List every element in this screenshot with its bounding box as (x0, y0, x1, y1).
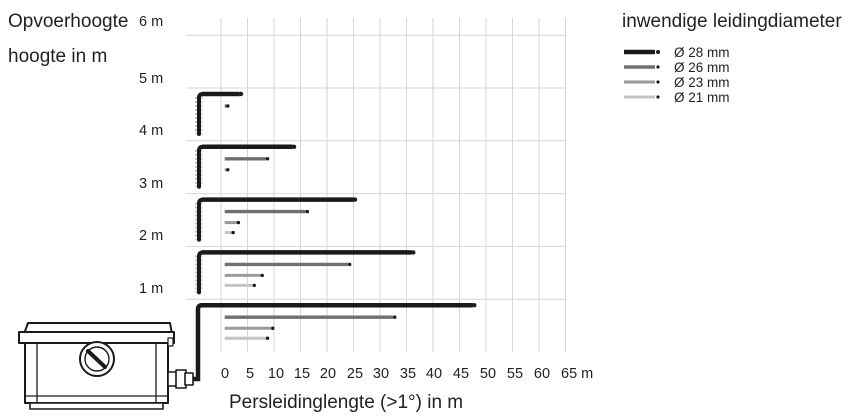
bar-end-dot (265, 157, 270, 161)
x-tick-label: 10 (268, 366, 284, 382)
grid (186, 18, 566, 352)
legend-swatch-dot (656, 80, 660, 84)
bar-end-dot (226, 104, 230, 108)
lifting-station-icon (18, 322, 194, 410)
x-tick-label: 30 (373, 366, 389, 382)
x-tick-labels: 0 5 10 15 20 25 30 35 40 45 50 55 60 65 … (221, 366, 593, 382)
x-axis-title: Persleidinglengte (>1°) in m (229, 392, 463, 413)
bar-end-dot (236, 220, 241, 225)
bar-end-dot (411, 250, 416, 255)
legend-swatch-dot (656, 65, 660, 69)
bar-end-dot (348, 262, 352, 267)
x-tick-label: 25 (347, 366, 363, 382)
legend-swatches (624, 49, 660, 99)
x-tick-label: 45 (453, 366, 469, 382)
pipe-risers (183, 92, 205, 382)
x-tick-label: 55 (507, 366, 523, 382)
y-tick-label: 6 m (139, 14, 163, 30)
bar-end-dot (260, 273, 264, 278)
y-tick-label: 3 m (139, 176, 163, 192)
bar-end-dot (252, 283, 256, 288)
y-axis-title-line-1: Opvoerhoogte (8, 11, 128, 32)
bar-end-dot (291, 144, 297, 149)
bar-end-dot (271, 326, 275, 330)
pipe-riser (183, 302, 205, 382)
y-tick-label: 1 m (139, 281, 163, 297)
legend-swatch-dot (656, 50, 660, 54)
bar-end-dot (305, 209, 309, 214)
x-tick-label: 50 (480, 366, 496, 382)
bar-end-dot (265, 336, 270, 340)
legend-label: Ø 21 mm (674, 90, 730, 105)
bars (202, 91, 477, 340)
x-tick-label: 35 (400, 366, 416, 382)
x-tick-label: 40 (426, 366, 442, 382)
y-tick-label: 5 m (139, 71, 163, 87)
bar-end-dot (238, 91, 244, 97)
bar-end-dot (226, 168, 230, 172)
legend-swatch-dot (656, 95, 660, 99)
legend-label: Ø 26 mm (674, 60, 730, 75)
legend-label: Ø 28 mm (674, 45, 730, 60)
x-tick-label: 5 (246, 366, 254, 382)
x-tick-label: 20 (320, 366, 336, 382)
y-tick-label: 2 m (139, 228, 163, 244)
x-tick-label: 0 (221, 366, 229, 382)
x-tick-label: 60 (534, 366, 550, 382)
x-tick-label: 15 (294, 366, 310, 382)
y-tick-label: 4 m (139, 123, 163, 139)
y-axis-title-line-2: hoogte in m (8, 46, 107, 67)
bar-end-dot (393, 315, 397, 319)
bar-end-dot (352, 197, 358, 202)
legend-title: inwendige leidingdiameter (622, 11, 842, 32)
x-tick-label: 65 m (561, 366, 593, 382)
legend: inwendige leidingdiameter Ø 28 mm Ø 26 m… (622, 11, 842, 105)
legend-label: Ø 23 mm (674, 75, 730, 90)
bar-end-dot (231, 230, 235, 235)
bar-end-dot (472, 303, 477, 308)
